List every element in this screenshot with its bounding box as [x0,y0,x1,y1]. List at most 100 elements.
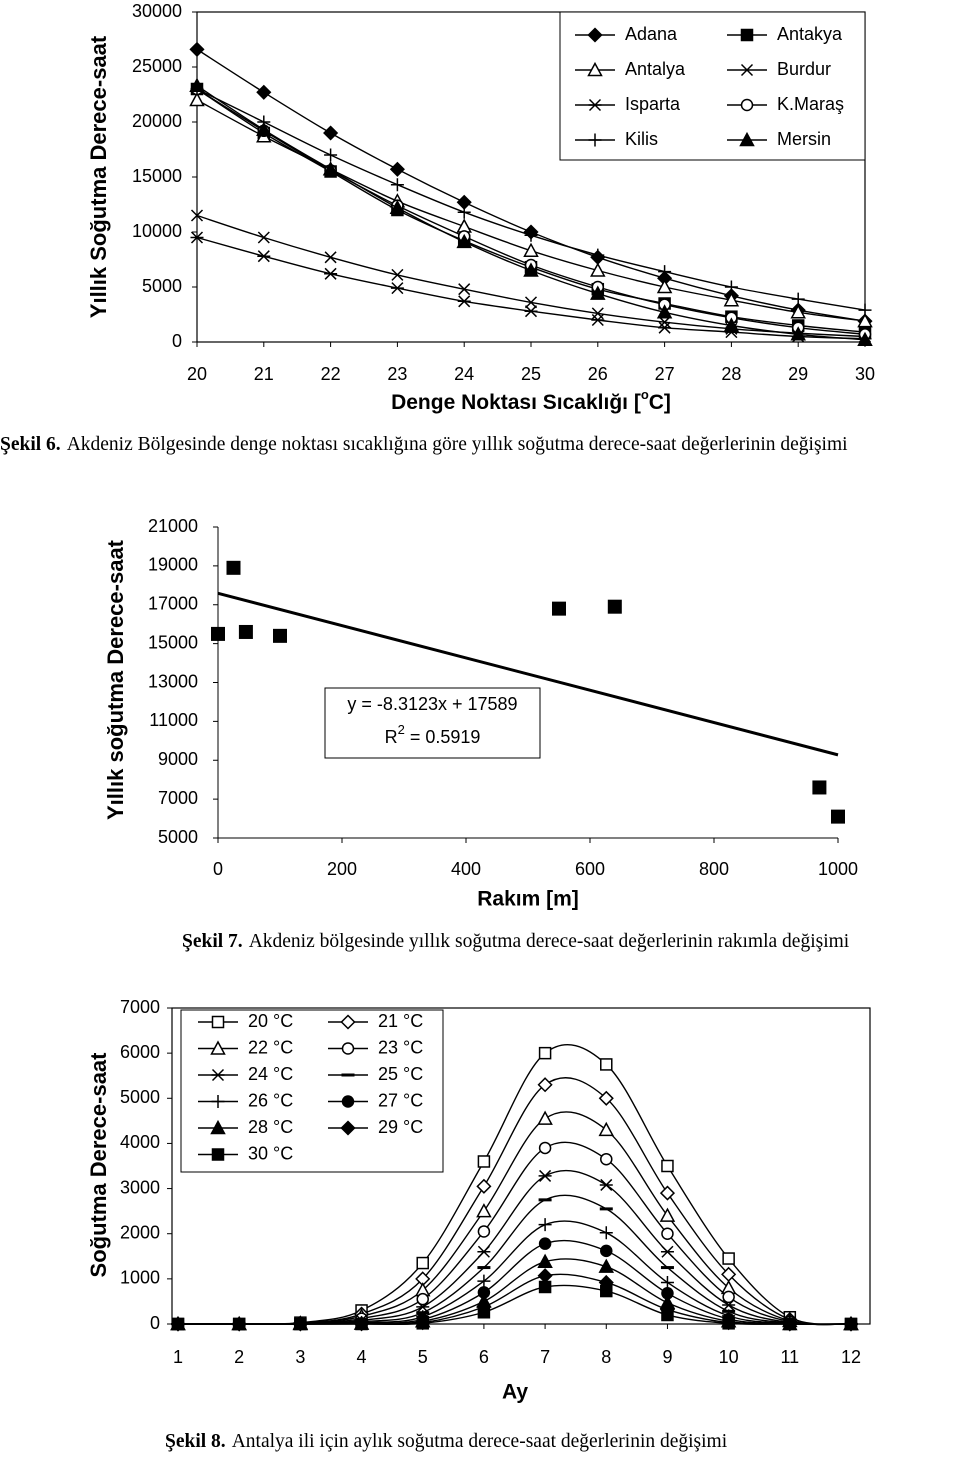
marker [656,304,673,319]
x-tick-label: 600 [575,859,605,879]
y-tick-label: 5000 [142,276,182,296]
series-line [177,1169,852,1326]
marker [722,1299,736,1312]
x-tick-label: 21 [254,364,274,384]
marker [660,1275,674,1289]
y-tick-label: 25000 [132,56,182,76]
point [211,626,225,641]
y-tick-label: 15000 [148,632,198,652]
r-squared-part: = 0.5919 [405,727,481,747]
legend-marker [340,1120,356,1136]
legend-marker [341,1042,355,1055]
x-tick-label: 400 [451,859,481,879]
marker [391,268,404,281]
marker [189,41,205,57]
marker [658,321,672,334]
x-tick-label: 5 [418,1347,428,1367]
marker [476,1178,492,1194]
caption: Şekil 8. Antalya ili için aylık soğutma d… [165,1431,728,1452]
legend-marker [211,1095,225,1108]
legend-label: 27 °C [378,1090,423,1110]
marker [477,1274,491,1288]
x-axis-label-part: o [641,387,649,402]
marker [171,1317,185,1331]
legend-label: 24 °C [248,1064,293,1084]
legend-label: Kilis [625,129,658,149]
y-tick-label: 5000 [120,1087,160,1107]
equation-box [324,687,541,759]
legend-label: 26 °C [248,1090,293,1110]
legend-marker [341,1095,355,1108]
marker [322,161,339,176]
marker [537,1077,553,1093]
marker [538,1237,552,1250]
y-tick-label: 13000 [148,671,198,691]
legend-label: 25 °C [378,1064,423,1084]
legend-marker [210,1040,226,1055]
y-tick-label: 17000 [148,594,198,614]
marker [456,233,472,249]
marker [598,1258,615,1273]
plot-frame [171,1007,871,1325]
y-tick-label: 4000 [120,1132,160,1152]
x-tick-label: 7 [540,1347,550,1367]
marker [257,231,270,244]
marker [355,1317,368,1331]
y-axis-label: Yıllık Soğutma Derece-saat [86,35,111,318]
caption-label: Şekil 7. [182,931,243,952]
series-line [178,1194,852,1325]
marker [232,1317,246,1331]
marker [390,178,404,192]
caption-label: Şekil 8. [165,1431,226,1452]
y-axis-label: Yıllık soğutma Derece-saat [103,539,128,820]
marker [389,161,405,177]
marker [656,278,673,294]
y-tick-label: 11000 [149,710,198,730]
marker [324,148,338,162]
marker [524,305,538,318]
x-tick-label: 6 [479,1347,489,1367]
marker [599,1226,613,1240]
marker [537,1268,553,1284]
legend-marker [211,1015,225,1029]
point [238,624,253,639]
x-tick-label: 27 [655,364,675,384]
caption-label: Şekil 6. [0,434,61,455]
y-tick-label: 3000 [120,1177,160,1197]
x-tick-label: 11 [780,1347,799,1367]
legend-box [559,11,866,161]
y-tick-label: 6000 [120,1042,160,1062]
legend-marker [739,131,755,147]
x-tick-label: 4 [357,1347,367,1367]
legend-label: 30 °C [248,1143,293,1163]
x-tick-label: 1000 [818,859,858,879]
y-tick-label: 1000 [120,1268,160,1288]
marker [476,1203,492,1218]
r-squared-part: R [385,727,398,747]
legend-marker [587,27,603,43]
x-tick-label: 30 [855,364,875,384]
r-squared: R2 = 0.5919 [385,722,481,747]
marker [538,1046,552,1060]
marker [598,1090,614,1106]
marker [591,248,605,262]
x-tick-label: 12 [841,1347,861,1367]
legend-label: 22 °C [248,1037,293,1057]
legend-marker [211,1148,225,1161]
marker [416,1256,429,1270]
x-axis-label-part: Denge Noktası Sıcaklığı [ [391,391,641,414]
marker [256,84,272,100]
marker [257,250,271,263]
y-axis-label: Soğutma Derece-saat [86,1052,111,1278]
legend-marker [587,61,603,77]
x-tick-label: 800 [699,859,729,879]
marker [256,121,272,136]
legend-label: 28 °C [248,1117,293,1137]
legend-marker [740,98,754,112]
marker [477,1225,491,1238]
marker [189,91,205,107]
marker [477,1306,491,1319]
legend-box [180,1009,444,1173]
y-tick-label: 21000 [148,516,198,536]
